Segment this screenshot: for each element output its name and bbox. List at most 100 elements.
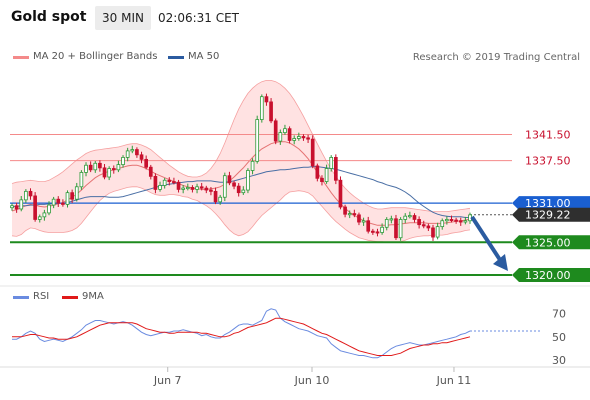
candle-body — [403, 215, 408, 220]
candle-body — [287, 128, 292, 141]
candle-body — [329, 157, 334, 169]
candle-body — [301, 136, 306, 139]
ma-bb-legend-swatch — [13, 56, 29, 59]
rsi-tick-50: 50 — [552, 331, 566, 344]
rsi-tick-30: 30 — [552, 354, 566, 367]
candle-body — [144, 158, 148, 168]
forecast-arrow-shaft — [470, 215, 504, 265]
candle-body — [278, 132, 283, 142]
candle-body — [357, 214, 361, 223]
candle-body — [264, 96, 269, 103]
ma50-legend-swatch — [168, 56, 184, 59]
candle-body — [408, 215, 412, 218]
ma20-line — [11, 141, 471, 226]
candle-body — [440, 220, 445, 228]
candle-body — [259, 96, 264, 120]
candle-body — [283, 128, 287, 134]
candle-body — [93, 162, 98, 171]
candle-body — [111, 168, 116, 171]
candle-body — [218, 196, 223, 203]
candle-body — [33, 195, 37, 220]
rsi-line — [12, 308, 471, 359]
candle-body — [458, 220, 463, 223]
candle-body — [380, 226, 384, 233]
candle-body — [384, 219, 389, 228]
candle-body — [61, 202, 65, 205]
candle-body — [371, 230, 375, 233]
candle-body — [162, 179, 167, 186]
candle-body — [130, 149, 135, 152]
candle-body — [449, 219, 454, 222]
candle-body — [102, 167, 107, 178]
x-tick-label-jun-10: Jun 10 — [294, 374, 330, 387]
candle-body — [431, 227, 435, 238]
candle-body — [88, 164, 93, 171]
candle-body — [190, 187, 195, 190]
candle-body — [412, 215, 417, 220]
candle-body — [24, 190, 28, 201]
timeframe-button[interactable]: 30 MIN — [95, 6, 151, 30]
candle-body — [209, 189, 213, 192]
candle-body — [107, 168, 111, 178]
candle-body — [84, 164, 88, 173]
candle-body — [56, 198, 61, 204]
support-tag-1320.00 — [512, 267, 590, 282]
candle-body — [361, 220, 366, 223]
timestamp: 02:06:31 CET — [158, 11, 239, 25]
candle-body — [324, 168, 329, 182]
candle-body — [334, 157, 338, 181]
x-tick-label-jun-11: Jun 11 — [436, 374, 472, 387]
instrument-title: Gold spot — [11, 9, 87, 25]
ma50-legend-label: MA 50 — [188, 51, 220, 62]
last-tag-1329.22 — [512, 207, 590, 222]
candle-body — [426, 225, 431, 229]
support-tag-1325.00 — [512, 235, 590, 250]
candle-body — [236, 185, 241, 194]
candle-body — [125, 150, 130, 158]
candle-body — [232, 182, 236, 187]
resistance-label-1341.50: 1341.50 — [525, 129, 571, 142]
candle-body — [116, 164, 121, 171]
candle-body — [310, 138, 315, 167]
candle-body — [148, 166, 153, 177]
candle-body — [292, 138, 297, 141]
last-label-1329.22: 1329.22 — [525, 209, 571, 222]
pivot-tag-1331.00 — [512, 196, 590, 211]
ma9-legend-label: 9MA — [82, 291, 104, 302]
candle-body — [347, 213, 352, 216]
ma-bb-legend-label: MA 20 + Bollinger Bands — [33, 51, 158, 62]
candle-body — [199, 186, 204, 189]
candle-body — [320, 177, 324, 182]
candle-body — [153, 175, 158, 190]
candle-body — [10, 205, 14, 209]
rsi-legend-label: RSI — [33, 291, 50, 302]
candle-body — [70, 192, 74, 200]
candle-body — [42, 212, 47, 218]
candle-body — [241, 189, 246, 194]
ma9-legend-swatch — [62, 296, 78, 299]
candle-body — [269, 101, 273, 122]
candle-body — [47, 204, 51, 214]
resistance-label-1337.50: 1337.50 — [525, 155, 571, 168]
candle-body — [338, 179, 343, 208]
candle-body — [37, 216, 42, 220]
candle-body — [19, 199, 24, 210]
candle-body — [463, 220, 468, 223]
candle-body — [273, 120, 278, 142]
credit-text: Research © 2019 Trading Central — [412, 52, 580, 63]
ma50-line — [12, 166, 470, 218]
candle-body — [250, 160, 255, 171]
candle-body — [421, 224, 426, 227]
rsi-ma9-line — [12, 317, 471, 356]
candle-body — [28, 190, 33, 197]
candle-body — [435, 226, 440, 238]
x-tick-label-jun-7: Jun 7 — [153, 374, 182, 387]
candle-body — [176, 181, 181, 190]
candle-body — [65, 192, 70, 205]
candle-body — [185, 187, 190, 190]
candle-body — [445, 219, 449, 222]
candle-body — [366, 220, 371, 232]
candle-body — [195, 186, 199, 190]
